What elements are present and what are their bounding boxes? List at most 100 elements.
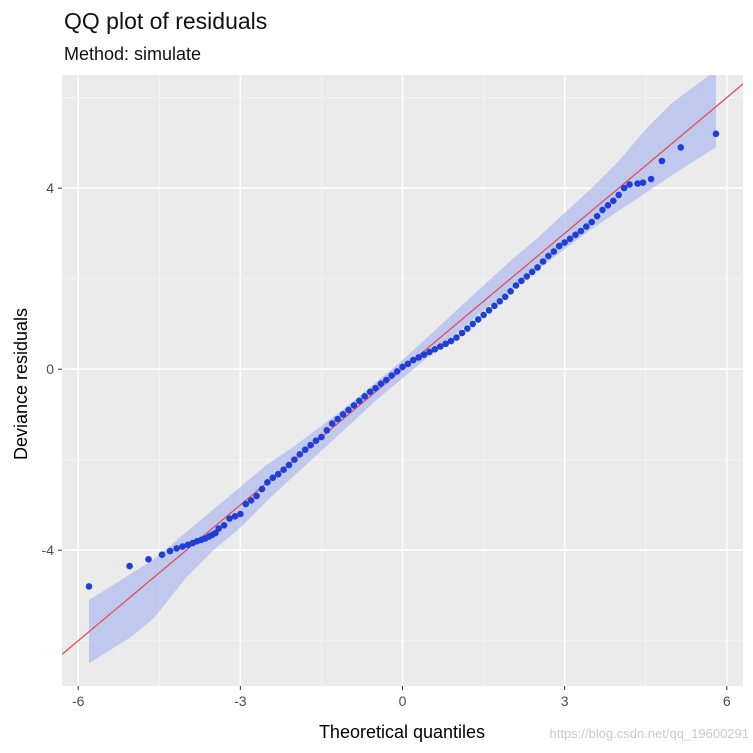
qq-point xyxy=(296,451,304,458)
qq-point xyxy=(677,144,685,151)
qq-point xyxy=(447,337,455,345)
chart-title: QQ plot of residuals xyxy=(64,8,268,34)
qq-point xyxy=(626,181,633,188)
qq-point xyxy=(639,179,647,186)
y-axis-title: Deviance residuals xyxy=(11,308,31,460)
qq-point xyxy=(372,384,379,392)
qq-point xyxy=(258,485,266,493)
qq-point xyxy=(307,441,314,449)
qq-point xyxy=(507,288,514,295)
qq-point xyxy=(253,492,260,500)
qq-point xyxy=(291,456,298,464)
qq-point xyxy=(215,525,222,532)
watermark: https://blog.csdn.net/qq_19600291 xyxy=(549,726,750,741)
qq-point xyxy=(539,258,547,265)
qq-point xyxy=(620,184,628,192)
qq-point xyxy=(426,348,433,356)
qq-point xyxy=(350,402,358,409)
qq-point xyxy=(345,406,352,414)
y-tick-label: -4 xyxy=(42,542,55,558)
chart-subtitle: Method: simulate xyxy=(64,44,202,64)
qq-point xyxy=(247,497,255,504)
qq-point xyxy=(226,515,233,522)
qq-point xyxy=(518,277,525,285)
qq-point xyxy=(274,470,282,478)
qq-point xyxy=(634,180,641,187)
x-tick-label: 3 xyxy=(561,693,569,709)
qq-point xyxy=(566,235,574,243)
qq-point xyxy=(85,583,93,590)
y-tick-label: 4 xyxy=(46,180,54,196)
x-tick-label: 0 xyxy=(399,693,407,709)
qq-point xyxy=(464,325,471,332)
qq-point xyxy=(312,437,320,445)
qq-point xyxy=(126,562,133,570)
qq-point xyxy=(318,433,325,441)
qq-point xyxy=(145,556,152,563)
qq-point xyxy=(474,316,482,323)
qq-point xyxy=(480,311,487,319)
qq-point xyxy=(420,351,428,359)
qq-point xyxy=(550,248,558,255)
qq-point xyxy=(431,346,439,353)
qq-point xyxy=(242,500,250,508)
qq-point xyxy=(615,191,622,199)
qq-point xyxy=(469,320,477,328)
qq-point xyxy=(339,411,347,418)
qq-point xyxy=(491,302,498,310)
qq-point xyxy=(523,273,531,280)
qq-point xyxy=(237,510,244,518)
qq-point xyxy=(366,388,374,396)
qq-point xyxy=(453,334,460,341)
qq-point xyxy=(220,522,228,529)
qq-point xyxy=(501,293,509,301)
qq-point xyxy=(658,157,666,165)
qq-point xyxy=(404,360,412,368)
qq-point xyxy=(610,197,617,205)
qq-point xyxy=(577,227,585,235)
qq-point xyxy=(496,298,504,305)
x-tick-label: -3 xyxy=(234,693,247,709)
qq-point xyxy=(179,543,186,550)
qq-point xyxy=(328,420,336,427)
axes: -6 -3 0 3 6 -4 0 4 xyxy=(42,180,731,709)
qq-point xyxy=(555,242,563,250)
qq-point xyxy=(604,202,612,209)
qq-point xyxy=(280,466,287,474)
qq-point xyxy=(512,282,520,289)
qq-point xyxy=(588,218,595,226)
qq-point xyxy=(410,356,417,364)
plot-panel xyxy=(62,75,743,686)
x-tick-label: -6 xyxy=(72,693,85,709)
panel-content xyxy=(62,75,743,686)
qq-point xyxy=(231,513,239,520)
qq-point xyxy=(399,363,406,371)
qq-point xyxy=(528,268,536,276)
qq-point xyxy=(712,130,720,138)
qq-point xyxy=(583,223,590,230)
qq-point xyxy=(285,461,293,469)
qq-point xyxy=(388,372,396,379)
qq-point xyxy=(158,551,166,558)
qq-point xyxy=(534,264,541,271)
qq-point xyxy=(415,354,423,361)
qq-point xyxy=(356,397,363,405)
qq-point xyxy=(383,376,390,384)
qq-point xyxy=(458,329,466,337)
qq-point xyxy=(264,479,271,486)
qq-point xyxy=(437,343,444,350)
qq-point xyxy=(361,393,369,400)
qq-point xyxy=(166,547,174,555)
qq-point xyxy=(442,340,450,348)
qq-point xyxy=(647,175,655,183)
qq-point xyxy=(334,415,341,423)
qq-point xyxy=(393,368,401,375)
qq-point xyxy=(269,474,277,482)
qq-point xyxy=(377,380,385,388)
x-tick-label: 6 xyxy=(723,693,731,709)
x-axis-title: Theoretical quantiles xyxy=(319,722,485,742)
qq-point xyxy=(301,446,309,454)
qq-point xyxy=(599,206,606,214)
qq-point xyxy=(545,252,552,260)
